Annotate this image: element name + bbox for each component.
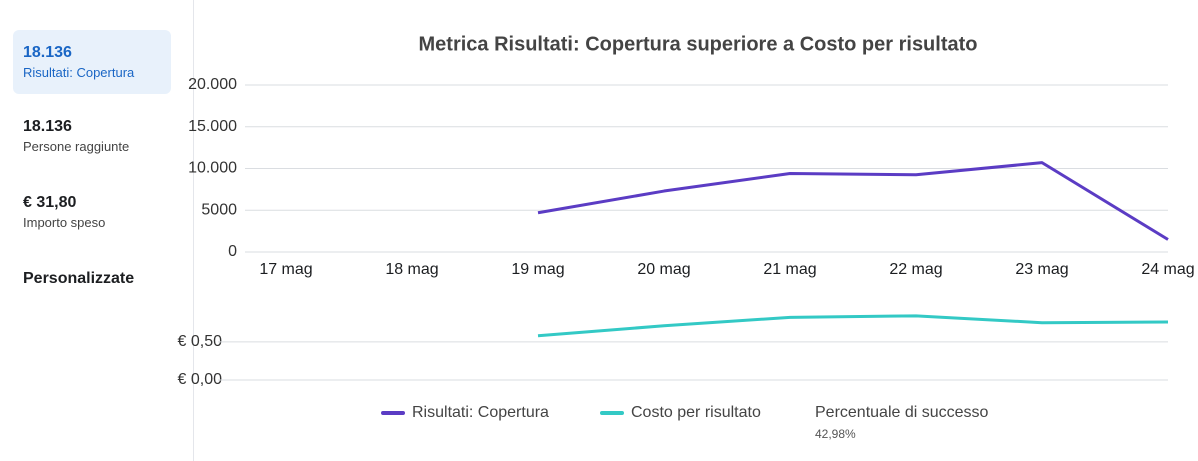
legend-label: Percentuale di successo — [815, 404, 989, 421]
y-tick-label: 20.000 — [188, 76, 237, 93]
y-tick-label: 10.000 — [188, 160, 237, 177]
custom-heading[interactable]: Personalizzate — [23, 270, 135, 287]
metric-card[interactable]: € 31,80 Importo speso — [13, 194, 171, 230]
metric-value: 18.136 — [23, 118, 72, 135]
x-tick-label: 24 mag — [1141, 261, 1194, 278]
x-tick-label: 18 mag — [385, 261, 438, 278]
metric-label: Risultati: Copertura — [23, 65, 135, 80]
metric-card[interactable]: 18.136 Persone raggiunte — [13, 118, 171, 154]
y-tick-label: € 0,50 — [178, 333, 223, 350]
legend-value: 42,98% — [815, 427, 856, 441]
data-line — [537, 161, 1169, 241]
x-tick-label: 19 mag — [511, 261, 564, 278]
y-tick-label: 15.000 — [188, 118, 237, 135]
legend-label: Costo per risultato — [631, 404, 761, 421]
x-tick-label: 22 mag — [889, 261, 942, 278]
metric-card[interactable]: 18.136 Risultati: Copertura — [13, 30, 171, 94]
x-tick-label: 20 mag — [637, 261, 690, 278]
x-tick-label: 21 mag — [763, 261, 816, 278]
x-tick-label: 17 mag — [259, 261, 312, 278]
chart-title: Metrica Risultati: Copertura superiore a… — [419, 33, 978, 55]
y-tick-label: 0 — [228, 243, 237, 260]
metric-label: Importo speso — [23, 215, 106, 230]
metric-label: Persone raggiunte — [23, 139, 130, 154]
metric-value: 18.136 — [23, 44, 72, 61]
y-tick-label: € 0,00 — [178, 371, 223, 388]
y-tick-label: 5000 — [201, 201, 237, 218]
data-line — [537, 314, 1169, 338]
metric-value: € 31,80 — [23, 194, 77, 211]
sidebar: 18.136 Risultati: Copertura 18.136 Perso… — [0, 0, 194, 461]
x-tick-label: 23 mag — [1015, 261, 1068, 278]
legend-label: Risultati: Copertura — [412, 404, 549, 421]
